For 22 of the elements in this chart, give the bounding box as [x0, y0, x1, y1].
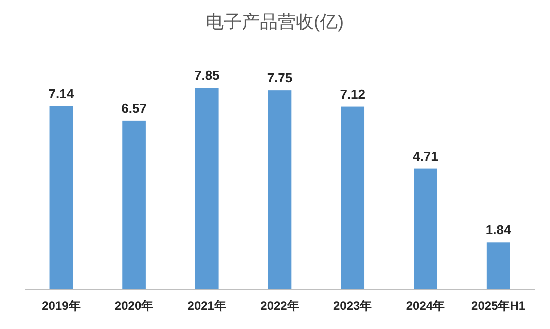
- data-label: 7.75: [267, 70, 293, 86]
- data-label: 7.14: [48, 86, 75, 102]
- data-label: 1.84: [486, 222, 512, 238]
- bar: [341, 106, 365, 290]
- x-tick-label: 2019年: [42, 299, 81, 313]
- data-label: 7.12: [340, 86, 366, 102]
- bar: [122, 120, 146, 290]
- x-tick-label: 2023年: [334, 299, 372, 313]
- bar: [414, 168, 438, 290]
- x-tick-label: 2020年: [114, 299, 154, 313]
- data-label: 4.71: [413, 148, 438, 164]
- chart-title: 电子产品营收(亿): [206, 12, 344, 32]
- x-tick-label: 2022年: [260, 299, 300, 313]
- bar: [50, 106, 74, 290]
- x-tick-label: 2021年: [188, 299, 226, 313]
- data-label: 6.57: [122, 100, 147, 116]
- x-tick-label: 2025年H1: [472, 299, 526, 313]
- bar: [268, 90, 292, 290]
- data-label: 7.85: [194, 68, 220, 83]
- bar: [486, 242, 510, 290]
- x-tick-label: 2024年: [406, 299, 446, 313]
- bar: [195, 88, 219, 290]
